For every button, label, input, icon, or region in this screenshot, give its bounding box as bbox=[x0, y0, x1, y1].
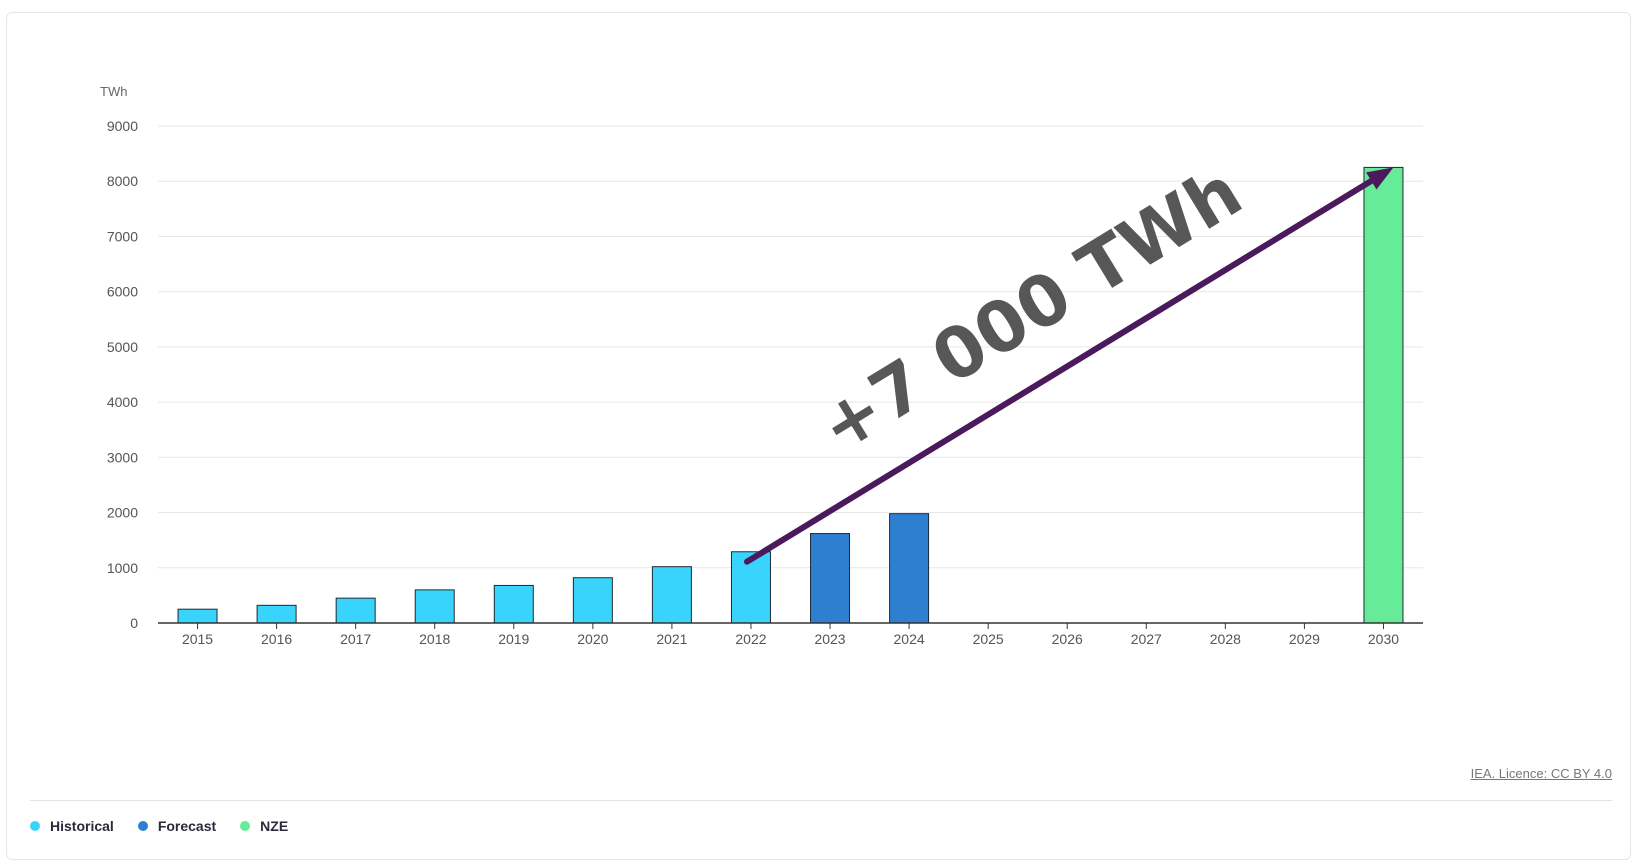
forecast-dot-icon bbox=[137, 821, 148, 831]
x-tick-label-2015: 2015 bbox=[182, 631, 213, 647]
legend-item-forecast[interactable]: Forecast bbox=[137, 818, 217, 834]
legend-label-forecast: Forecast bbox=[157, 818, 217, 834]
x-tick-label-2023: 2023 bbox=[814, 631, 845, 647]
legend-label-historical: Historical bbox=[50, 818, 114, 834]
y-tick-label-7000: 7000 bbox=[107, 228, 138, 244]
bar-historical-2015[interactable] bbox=[177, 608, 218, 624]
bar-historical-2016[interactable] bbox=[256, 604, 297, 624]
x-tick-label-2030: 2030 bbox=[1368, 631, 1399, 647]
y-tick-label-3000: 3000 bbox=[107, 449, 138, 465]
legend: Historical Forecast NZE bbox=[30, 818, 288, 834]
y-tick-label-6000: 6000 bbox=[107, 284, 138, 300]
chart-card bbox=[6, 12, 1631, 860]
x-tick-label-2018: 2018 bbox=[419, 631, 450, 647]
y-tick-label-2000: 2000 bbox=[107, 505, 138, 521]
annotation-label: +7 000 TWh bbox=[806, 150, 1256, 468]
x-tick-label-2027: 2027 bbox=[1131, 631, 1162, 647]
axes: 0 1000 2000 3000 4000 5000 6000 7000 8000 9000 201… bbox=[107, 118, 1423, 647]
x-tick-label-2016: 2016 bbox=[261, 631, 292, 647]
growth-arrow-line bbox=[743, 177, 1375, 565]
x-tick-label-2029: 2029 bbox=[1289, 631, 1320, 647]
bar-historical-2019[interactable] bbox=[493, 584, 534, 624]
growth-arrow-head-icon bbox=[1366, 167, 1394, 190]
grid-lines bbox=[158, 125, 1423, 569]
bar-nze-2030[interactable] bbox=[1363, 166, 1404, 624]
y-tick-label-4000: 4000 bbox=[107, 394, 138, 410]
y-tick-label-0: 0 bbox=[130, 615, 138, 631]
historical-dot-icon bbox=[30, 821, 40, 831]
y-axis-unit-label: TWh bbox=[100, 84, 127, 99]
bar-historical-2021[interactable] bbox=[651, 566, 692, 624]
bar-historical-2017[interactable] bbox=[335, 597, 376, 624]
nze-dot-icon bbox=[240, 821, 251, 831]
x-tick-label-2019: 2019 bbox=[498, 631, 529, 647]
bar-forecast-2024[interactable] bbox=[889, 513, 930, 624]
x-tick-label-2022: 2022 bbox=[735, 631, 766, 647]
x-tick-label-2026: 2026 bbox=[1052, 631, 1083, 647]
y-tick-label-8000: 8000 bbox=[107, 173, 138, 189]
bar-historical-2020[interactable] bbox=[572, 577, 613, 624]
bar-historical-2018[interactable] bbox=[414, 589, 455, 624]
y-tick-label-5000: 5000 bbox=[107, 339, 138, 355]
legend-item-nze[interactable]: NZE bbox=[240, 818, 288, 834]
y-tick-label-9000: 9000 bbox=[107, 118, 138, 134]
legend-divider bbox=[30, 800, 1612, 801]
bars bbox=[177, 166, 1404, 624]
x-tick-label-2020: 2020 bbox=[577, 631, 608, 647]
legend-label-nze: NZE bbox=[260, 818, 289, 834]
x-tick-label-2024: 2024 bbox=[894, 631, 925, 647]
x-tick-label-2017: 2017 bbox=[340, 631, 371, 647]
annotation: +7 000 TWh bbox=[743, 150, 1394, 565]
x-tick-label-2028: 2028 bbox=[1210, 631, 1241, 647]
x-tick-label-2021: 2021 bbox=[656, 631, 687, 647]
x-tick-label-2025: 2025 bbox=[973, 631, 1004, 647]
y-tick-label-1000: 1000 bbox=[107, 560, 138, 576]
legend-item-historical[interactable]: Historical bbox=[30, 818, 114, 834]
licence-link[interactable]: IEA. Licence: CC BY 4.0 bbox=[1470, 766, 1612, 781]
bar-forecast-2023[interactable] bbox=[810, 533, 851, 624]
